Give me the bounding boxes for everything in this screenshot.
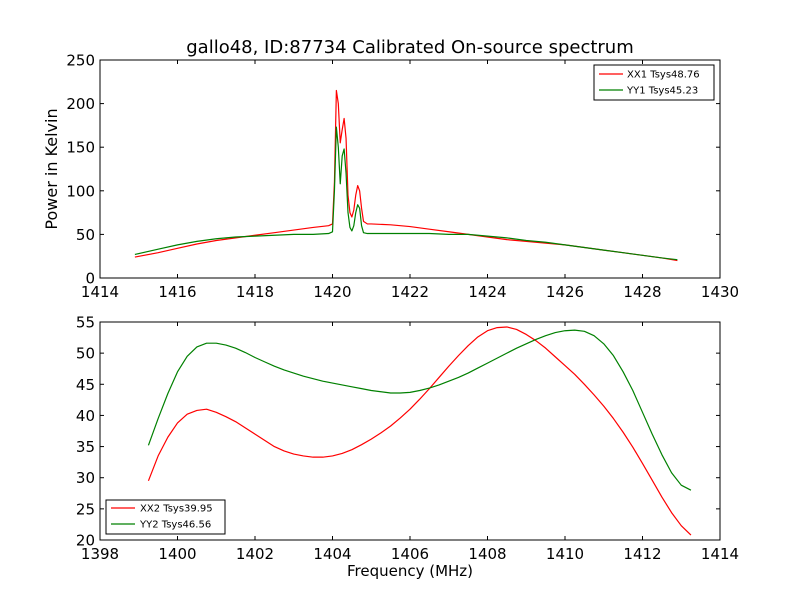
- bottom-y-tick-label: 30: [76, 469, 95, 487]
- top-y-tick-label: 50: [76, 226, 95, 244]
- top-subplot: 1414 1416 1418 1420 1422 1424 1426 1428 1430 0 50 1…: [42, 52, 739, 302]
- bottom-y-tick-label: 35: [76, 438, 95, 456]
- bottom-x-tick-label: 1410: [546, 545, 584, 563]
- bottom-series-group: [147, 326, 692, 536]
- bottom-y-tick-label: 45: [76, 376, 95, 394]
- bottom-y-tick-label: 55: [76, 314, 95, 332]
- top-series-group: [134, 89, 678, 262]
- bottom-x-axis-label: Frequency (MHz): [347, 562, 473, 580]
- bottom-x-tick-label: 1414: [701, 545, 739, 563]
- bottom-x-tick-label: 1404: [313, 545, 351, 563]
- top-x-tick-label: 1420: [313, 283, 351, 301]
- top-legend-label-xx1: XX1 Tsys48.76: [627, 70, 700, 81]
- bottom-y-tick-label: 40: [76, 407, 95, 425]
- top-y-axis-label: Power in Kelvin: [42, 108, 61, 229]
- bottom-ticks-group: 1398 1400 1402 1404 1406 1408 1410 1412 1414 20 25…: [76, 314, 739, 564]
- bottom-x-tick-label: 1406: [391, 545, 429, 563]
- top-legend-label-yy1: YY1 Tsys45.23: [626, 86, 698, 97]
- top-series-line-1: [134, 126, 678, 261]
- top-x-tick-label: 1426: [546, 283, 584, 301]
- bottom-x-tick-label: 1408: [468, 545, 506, 563]
- top-x-tick-label: 1422: [391, 283, 429, 301]
- chart-title: gallo48, ID:87734 Calibrated On-source s…: [186, 37, 634, 58]
- top-x-tick-label: 1414: [81, 283, 119, 301]
- bottom-subplot: 1398 1400 1402 1404 1406 1408 1410 1412 1414 20 25…: [76, 314, 739, 581]
- top-series-line-0: [134, 89, 678, 262]
- bottom-series-line-0: [147, 326, 692, 536]
- top-ticks-group: 1414 1416 1418 1420 1422 1424 1426 1428 1430 0 50 1…: [66, 52, 739, 302]
- top-y-tick-label: 200: [66, 95, 95, 113]
- top-x-tick-label: 1424: [468, 283, 506, 301]
- top-legend: XX1 Tsys48.76 YY1 Tsys45.23: [593, 64, 715, 101]
- bottom-y-tick-label: 25: [76, 500, 95, 518]
- bottom-x-tick-label: 1398: [81, 545, 119, 563]
- bottom-legend: XX2 Tsys39.95 YY2 Tsys46.56: [105, 499, 226, 535]
- bottom-series-line-1: [147, 329, 692, 491]
- bottom-x-tick-label: 1412: [623, 545, 661, 563]
- top-x-tick-label: 1428: [623, 283, 661, 301]
- top-x-tick-label: 1430: [701, 283, 739, 301]
- top-x-tick-label: 1418: [236, 283, 274, 301]
- top-y-tick-label: 100: [66, 182, 95, 200]
- top-y-tick-label: 250: [66, 52, 95, 70]
- bottom-x-tick-label: 1402: [236, 545, 274, 563]
- top-y-tick-label: 150: [66, 139, 95, 157]
- top-legend-box: [593, 64, 715, 101]
- bottom-y-tick-label: 20: [76, 532, 95, 550]
- bottom-legend-label-yy2: YY2 Tsys46.56: [139, 520, 211, 531]
- bottom-legend-box: [105, 499, 226, 535]
- bottom-legend-label-xx2: XX2 Tsys39.95: [140, 504, 213, 515]
- bottom-y-tick-label: 50: [76, 345, 95, 363]
- top-x-tick-label: 1416: [158, 283, 196, 301]
- top-y-tick-label: 0: [85, 270, 95, 288]
- bottom-x-tick-label: 1400: [158, 545, 196, 563]
